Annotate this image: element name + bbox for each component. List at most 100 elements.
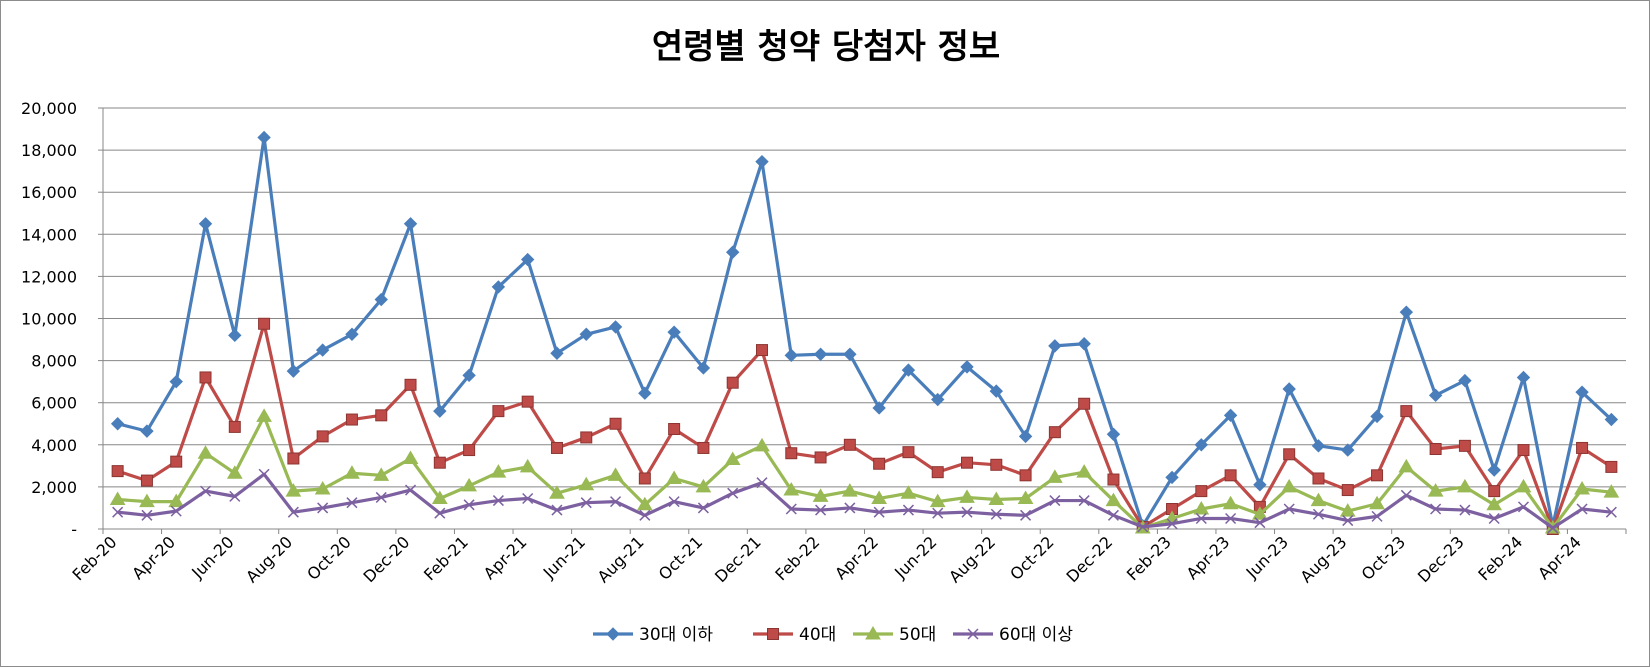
data-point-60대-이상: [258, 468, 270, 480]
data-point-50대: [1603, 484, 1620, 498]
data-point-60대-이상: [961, 506, 973, 518]
data-point-60대-이상: [1049, 495, 1061, 507]
data-point-30대-이하: [462, 368, 476, 383]
y-tick-label: 2,000: [31, 478, 77, 497]
data-point-30대-이하: [901, 363, 916, 377]
data-point-50대: [1047, 469, 1063, 483]
data-point-60대-이상: [932, 507, 944, 519]
data-point-40대: [345, 413, 358, 426]
data-point-40대: [316, 430, 329, 443]
data-point-60대-이상: [1605, 506, 1617, 518]
data-point-60대-이상: [727, 487, 739, 499]
data-point-50대: [402, 450, 419, 464]
data-point-40대: [199, 371, 212, 384]
data-point-40대: [609, 417, 622, 430]
data-point-40대: [843, 438, 856, 451]
data-point-60대-이상: [141, 509, 153, 521]
data-point-40대: [1341, 484, 1354, 497]
data-point-50대: [1017, 490, 1034, 504]
x-tick-label: Dec-20: [360, 532, 414, 586]
data-point-60대-이상: [1430, 503, 1442, 515]
data-point-40대: [1224, 469, 1237, 482]
data-point-50대: [1427, 483, 1444, 497]
x-tick-label: Apr-21: [480, 532, 531, 583]
data-point-40대: [1371, 469, 1384, 482]
x-tick-label: Oct-20: [303, 532, 354, 583]
data-point-30대-이하: [638, 386, 652, 400]
x-tick-label: Apr-20: [128, 532, 179, 583]
data-point-60대-이상: [434, 507, 446, 519]
data-point-60대-이상: [639, 509, 651, 521]
data-point-40대: [170, 455, 183, 468]
data-point-30대-이하: [228, 328, 242, 343]
data-point-30대-이하: [433, 404, 447, 418]
data-point-50대: [519, 458, 536, 473]
series-60대-이상: [112, 468, 1617, 534]
data-point-40대: [990, 458, 1003, 471]
legend-marker: [767, 628, 779, 640]
data-point-60대-이상: [990, 508, 1002, 520]
y-tick-label: 16,000: [21, 183, 77, 202]
data-point-30대-이하: [1048, 339, 1062, 353]
data-point-30대-이하: [520, 252, 535, 267]
data-point-60대-이상: [1312, 508, 1325, 520]
data-point-30대-이하: [1106, 427, 1121, 441]
x-tick-label: Feb-22: [771, 532, 823, 584]
data-point-40대: [258, 317, 271, 330]
x-tick-label: Jun-23: [1242, 532, 1292, 582]
data-point-50대: [168, 493, 185, 508]
data-point-40대: [140, 474, 153, 487]
data-point-50대: [929, 493, 946, 508]
data-point-40대: [785, 447, 798, 460]
data-point-60대-이상: [610, 496, 622, 508]
data-point-40대: [463, 444, 476, 457]
data-point-40대: [1019, 469, 1032, 482]
data-point-40대: [1605, 460, 1618, 473]
data-point-50대: [431, 490, 448, 504]
data-point-60대-이상: [1166, 518, 1178, 530]
series-line-50대: [117, 414, 1612, 530]
data-point-30대-이하: [1165, 470, 1179, 485]
data-point-30대-이하: [140, 424, 154, 438]
data-point-60대-이상: [1459, 504, 1471, 516]
data-point-50대: [812, 488, 829, 502]
data-point-40대: [287, 452, 300, 465]
data-point-60대-이상: [1225, 512, 1237, 525]
data-point-50대: [607, 467, 624, 481]
data-point-50대: [1339, 503, 1356, 517]
data-point-30대-이하: [110, 417, 125, 431]
data-point-40대: [1429, 443, 1442, 456]
data-point-40대: [375, 409, 388, 422]
data-point-40대: [1283, 448, 1296, 461]
data-point-50대: [871, 490, 888, 504]
data-point-60대-이상: [1195, 512, 1207, 525]
series-40대: [111, 317, 1618, 535]
data-point-60대-이상: [1547, 522, 1559, 534]
data-point-50대: [1515, 478, 1532, 493]
data-point-60대-이상: [551, 504, 563, 516]
legend-item-50대: 50대: [853, 625, 936, 645]
x-tick-label: Feb-24: [1474, 532, 1526, 584]
data-point-40대: [404, 378, 417, 391]
data-point-40대: [228, 420, 241, 433]
x-tick-label: Feb-21: [420, 532, 472, 584]
data-point-60대-이상: [1576, 503, 1588, 515]
series-line-30대-이하: [117, 135, 1613, 528]
data-point-40대: [111, 465, 124, 478]
data-point-30대-이하: [403, 217, 418, 231]
data-point-40대: [931, 466, 944, 479]
y-tick-label: 20,000: [21, 99, 77, 118]
data-point-60대-이상: [375, 491, 387, 503]
data-point-60대-이상: [1342, 515, 1354, 527]
x-tick-label: Jun-22: [890, 532, 940, 582]
data-point-60대-이상: [756, 477, 768, 489]
data-point-30대-이하: [1077, 337, 1091, 351]
data-point-30대-이하: [286, 364, 301, 378]
data-point-40대: [580, 431, 593, 444]
data-point-50대: [285, 483, 302, 497]
data-point-60대-이상: [1020, 509, 1032, 521]
series-lines: [109, 130, 1620, 535]
data-point-40대: [1312, 472, 1325, 485]
data-point-30대-이하: [989, 384, 1004, 398]
data-point-30대-이하: [198, 217, 213, 231]
